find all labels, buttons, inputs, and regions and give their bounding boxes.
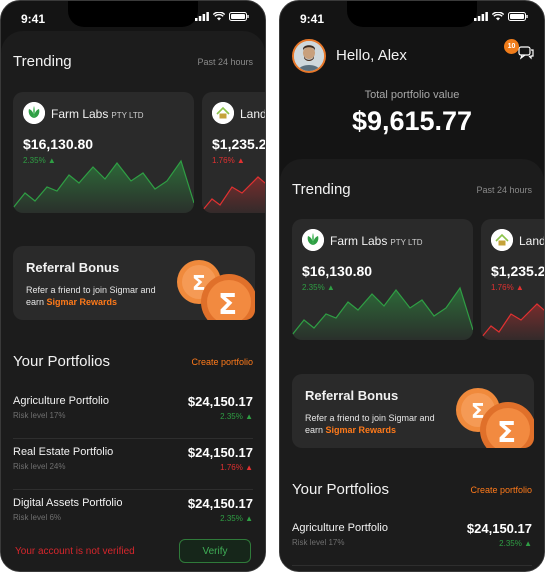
svg-text:Σ: Σ bbox=[497, 416, 516, 448]
leaf-icon bbox=[23, 102, 45, 124]
trending-header: Trending Past 24 hours bbox=[292, 181, 532, 198]
verify-message: Your account is not verified bbox=[15, 545, 135, 557]
referral-title: Referral Bonus bbox=[26, 260, 120, 275]
status-bar: 9:41 bbox=[1, 1, 265, 35]
portfolio-row[interactable]: Digital Assets Portfolio Risk level 6% $… bbox=[13, 491, 253, 541]
referral-text: Refer a friend to join Sigmar and earn S… bbox=[305, 413, 435, 435]
status-bar: 9:41 bbox=[280, 1, 544, 35]
portfolio-row[interactable]: Real Estate Portfolio Risk level 24% $24… bbox=[13, 440, 253, 490]
portfolio-risk: Risk level 6% bbox=[13, 513, 62, 522]
verify-button[interactable]: Verify bbox=[179, 539, 251, 563]
portfolios-header: Your Portfolios Create portfolio bbox=[13, 353, 253, 370]
trending-period: Past 24 hours bbox=[476, 184, 532, 195]
referral-bonus-card[interactable]: Referral Bonus Refer a friend to join Si… bbox=[13, 246, 255, 320]
create-portfolio-link[interactable]: Create portfolio bbox=[470, 484, 532, 495]
phone-screen-home: 9:41 Hello, Alex 10 Total portfolio valu… bbox=[279, 0, 545, 572]
referral-bonus-card[interactable]: Referral Bonus Refer a friend to join Si… bbox=[292, 374, 534, 448]
phone-screen-home-scrolled: 9:41 Trending Past 24 hours Farm Labs PTY… bbox=[0, 0, 266, 572]
total-portfolio-value: $9,615.77 bbox=[351, 106, 473, 136]
portfolio-change: 2.35% ▲ bbox=[220, 514, 253, 523]
messages-button[interactable]: 10 bbox=[504, 39, 534, 69]
sigmar-coins-illustration: Σ Σ bbox=[456, 388, 534, 448]
portfolio-name: Real Estate Portfolio bbox=[13, 446, 114, 458]
portfolios-header: Your Portfolios Create portfolio bbox=[292, 481, 532, 498]
company-price: $16,130.80 bbox=[302, 263, 373, 279]
company-price: $16,130.80 bbox=[23, 136, 94, 152]
portfolio-value: $24,150.17 bbox=[187, 496, 253, 511]
house-icon bbox=[491, 229, 513, 251]
battery-icon bbox=[229, 12, 249, 21]
signal-icon bbox=[195, 12, 209, 21]
portfolio-change: 2.35% ▲ bbox=[499, 539, 532, 548]
trending-card[interactable]: Farm Labs PTY LTD $16,130.80 2.35% ▲ bbox=[292, 219, 473, 340]
price-change: 2.35% ▲ bbox=[302, 283, 335, 292]
portfolio-value: $24,150.17 bbox=[187, 394, 253, 409]
chat-icon bbox=[518, 46, 534, 60]
trending-card[interactable]: Land $1,235.2 1.76% ▲ bbox=[481, 219, 545, 340]
user-avatar[interactable] bbox=[292, 39, 326, 73]
wifi-icon bbox=[213, 12, 225, 21]
portfolio-change: 2.35% ▲ bbox=[220, 412, 253, 421]
signal-icon bbox=[474, 12, 488, 21]
svg-text:Σ: Σ bbox=[192, 271, 206, 295]
status-time: 9:41 bbox=[21, 12, 46, 26]
battery-icon bbox=[508, 12, 528, 21]
portfolio-value: $24,150.17 bbox=[187, 445, 253, 460]
content-sheet: Trending Past 24 hours Farm Labs PTY LTD … bbox=[280, 159, 544, 571]
portfolios-title: Your Portfolios bbox=[13, 353, 111, 370]
trending-period: Past 24 hours bbox=[197, 56, 253, 67]
total-portfolio-label: Total portfolio value bbox=[364, 89, 460, 101]
status-icons bbox=[195, 12, 249, 21]
company-price: $1,235.2 bbox=[491, 263, 545, 279]
status-time: 9:41 bbox=[300, 12, 325, 26]
trending-title: Trending bbox=[292, 181, 351, 198]
portfolio-row[interactable]: Agriculture Portfolio Risk level 17% $24… bbox=[13, 389, 253, 439]
portfolio-risk: Risk level 24% bbox=[13, 462, 66, 471]
sigmar-coins-illustration: Σ Σ bbox=[177, 260, 255, 320]
create-portfolio-link[interactable]: Create portfolio bbox=[191, 356, 253, 367]
portfolio-change: 1.76% ▲ bbox=[220, 463, 253, 472]
user-greeting: Hello, Alex bbox=[336, 47, 407, 64]
sparkline-chart-up bbox=[292, 286, 473, 340]
price-change: 2.35% ▲ bbox=[23, 156, 56, 165]
wifi-icon bbox=[492, 12, 504, 21]
sparkline-chart-down bbox=[481, 303, 544, 340]
sparkline-chart-up bbox=[13, 159, 194, 213]
device-notch bbox=[68, 1, 198, 27]
company-name: Land bbox=[240, 107, 266, 121]
company-name: Farm Labs PTY LTD bbox=[51, 107, 144, 121]
company-name: Farm Labs PTY LTD bbox=[330, 234, 423, 248]
portfolio-risk: Risk level 17% bbox=[292, 538, 345, 547]
price-change: 1.76% ▲ bbox=[491, 283, 524, 292]
portfolio-value: $24,150.17 bbox=[466, 521, 532, 536]
portfolio-name: Agriculture Portfolio bbox=[13, 395, 109, 407]
referral-title: Referral Bonus bbox=[305, 388, 399, 403]
verification-banner: Your account is not verified Verify bbox=[15, 539, 251, 563]
content-sheet: Trending Past 24 hours Farm Labs PTY LTD … bbox=[1, 31, 265, 571]
house-icon bbox=[212, 102, 234, 124]
trending-header: Trending Past 24 hours bbox=[13, 53, 253, 70]
status-icons bbox=[474, 12, 528, 21]
leaf-icon bbox=[302, 229, 324, 251]
portfolios-title: Your Portfolios bbox=[292, 481, 390, 498]
portfolio-name: Digital Assets Portfolio bbox=[13, 497, 123, 509]
trending-title: Trending bbox=[13, 53, 72, 70]
trending-card[interactable]: Farm Labs PTY LTD $16,130.80 2.35% ▲ bbox=[13, 92, 194, 213]
portfolio-row[interactable]: Agriculture Portfolio Risk level 17% $24… bbox=[292, 516, 532, 566]
svg-text:Σ: Σ bbox=[471, 399, 485, 423]
price-change: 1.76% ▲ bbox=[212, 156, 245, 165]
portfolio-name: Agriculture Portfolio bbox=[292, 522, 388, 534]
referral-text: Refer a friend to join Sigmar and earn S… bbox=[26, 285, 156, 307]
portfolio-risk: Risk level 17% bbox=[13, 411, 66, 420]
svg-text:Σ: Σ bbox=[218, 288, 237, 320]
company-price: $1,235.2 bbox=[212, 136, 266, 152]
device-notch bbox=[347, 1, 477, 27]
sparkline-chart-down bbox=[202, 176, 265, 213]
notification-badge: 10 bbox=[504, 39, 519, 54]
trending-card[interactable]: Land $1,235.2 1.76% ▲ bbox=[202, 92, 266, 213]
company-name: Land bbox=[519, 234, 545, 248]
